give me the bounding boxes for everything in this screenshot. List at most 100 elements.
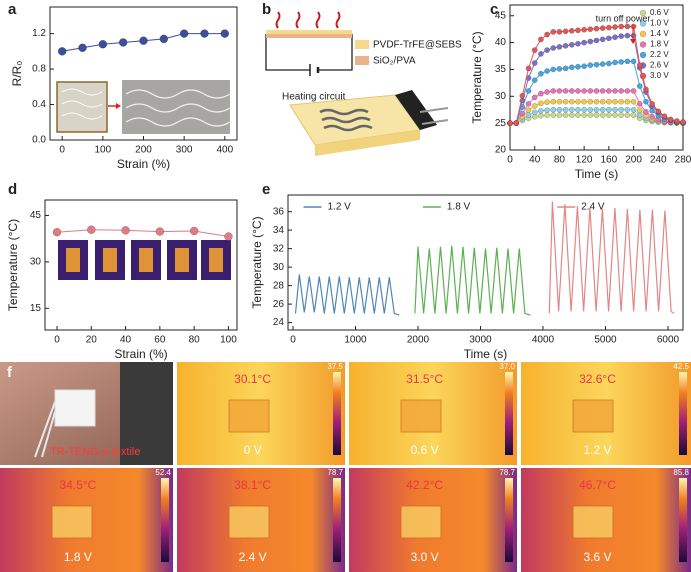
data-point xyxy=(525,88,532,94)
data-point xyxy=(568,88,575,94)
y-tick-label: 24 xyxy=(273,317,285,328)
data-point xyxy=(612,98,618,105)
panel-label: e xyxy=(262,181,270,198)
photo-caption: TR-TENG e-textile xyxy=(50,446,140,458)
y-tick-label: 30 xyxy=(273,262,285,273)
data-point xyxy=(513,120,520,126)
scale-max-label: 37.0 xyxy=(499,362,515,371)
hot-spot xyxy=(66,248,80,272)
scale-max-label: 78.7 xyxy=(499,468,515,477)
data-point xyxy=(649,100,655,107)
data-point xyxy=(624,112,631,118)
data-point xyxy=(544,107,550,114)
data-point xyxy=(630,88,637,94)
legend-label: SiO₂/PVA xyxy=(373,56,416,67)
legend-label: 0.6 V xyxy=(650,8,669,17)
data-point xyxy=(538,112,544,119)
data-point xyxy=(562,88,569,94)
x-tick-label: 5000 xyxy=(594,335,617,346)
heater-region xyxy=(228,399,270,433)
plot-frame xyxy=(287,194,684,331)
data-point xyxy=(630,106,637,113)
hot-spot xyxy=(175,248,189,272)
data-point xyxy=(606,60,612,67)
data-point xyxy=(618,98,625,105)
data-point xyxy=(568,106,575,113)
electrode xyxy=(395,90,437,130)
x-tick-label: 40 xyxy=(529,155,541,166)
y-tick-label: 20 xyxy=(495,145,507,156)
data-point xyxy=(587,38,594,45)
film-layer xyxy=(266,30,352,34)
data-point xyxy=(612,106,618,113)
x-tick-label: 100 xyxy=(95,145,112,156)
colorbar xyxy=(679,372,687,455)
data-point xyxy=(538,100,544,107)
x-axis-label: Strain (%) xyxy=(114,347,167,361)
data-point xyxy=(606,35,612,42)
data-point xyxy=(593,37,600,44)
x-axis-label: Time (s) xyxy=(464,347,508,361)
data-point xyxy=(544,31,550,38)
legend-marker xyxy=(639,41,647,48)
y-axis-label: R/R₀ xyxy=(10,61,24,87)
y-tick-label: 25 xyxy=(495,118,507,129)
legend-label: PVDF-TrFE@SEBS xyxy=(373,40,462,51)
y-tick-label: 40 xyxy=(495,37,507,48)
legend-label: 1.2 V xyxy=(328,202,352,213)
data-point xyxy=(556,112,563,118)
voltage-label: 3.0 V xyxy=(411,550,439,564)
scale-max-label: 85.8 xyxy=(673,468,689,477)
data-point xyxy=(538,36,544,43)
data-point xyxy=(581,63,587,70)
x-tick-label: 0 xyxy=(290,335,296,346)
data-point xyxy=(593,106,600,113)
x-tick-label: 280 xyxy=(675,155,691,166)
data-point xyxy=(200,29,209,38)
data-point xyxy=(538,51,544,57)
data-point xyxy=(525,107,532,114)
x-tick-label: 20 xyxy=(86,335,98,346)
x-axis-label: Strain (%) xyxy=(117,157,170,171)
data-point xyxy=(531,77,538,84)
x-tick-label: 120 xyxy=(576,155,593,166)
data-point xyxy=(57,47,67,56)
data-point xyxy=(612,24,618,30)
data-point xyxy=(575,27,581,34)
y-tick-label: 34 xyxy=(273,225,285,236)
heater-region xyxy=(400,505,442,539)
y-tick-label: 0.0 xyxy=(32,135,46,146)
data-point xyxy=(575,98,581,105)
diagram-label: Heating circuit xyxy=(282,92,346,103)
plot-frame xyxy=(44,199,238,331)
data-point xyxy=(139,36,148,45)
y-axis-label: Temperature (°C) xyxy=(470,31,484,123)
data-point xyxy=(587,112,594,118)
legend-marker xyxy=(639,30,647,38)
data-point xyxy=(618,33,625,39)
y-tick-label: 45 xyxy=(495,10,507,21)
data-point xyxy=(587,106,594,113)
data-point xyxy=(661,113,668,120)
data-point xyxy=(562,65,569,72)
data-point xyxy=(618,23,625,30)
data-point xyxy=(606,112,612,118)
data-point xyxy=(525,112,532,118)
data-point xyxy=(643,109,649,115)
data-point xyxy=(544,47,550,53)
data-point xyxy=(78,43,87,53)
temperature-label: 46.7°C xyxy=(579,478,616,492)
data-point xyxy=(630,58,637,65)
data-point xyxy=(556,106,563,113)
data-point xyxy=(220,29,230,38)
data-point xyxy=(87,225,96,234)
y-tick-label: 0.4 xyxy=(32,99,46,110)
y-tick-label: 32 xyxy=(273,243,285,254)
data-point xyxy=(587,98,594,105)
data-point xyxy=(98,39,108,49)
x-tick-label: 40 xyxy=(120,335,132,346)
data-point xyxy=(562,112,569,118)
data-point xyxy=(581,106,587,113)
y-tick-label: 15 xyxy=(30,303,42,314)
voltage-label: 1.8 V xyxy=(64,550,92,564)
